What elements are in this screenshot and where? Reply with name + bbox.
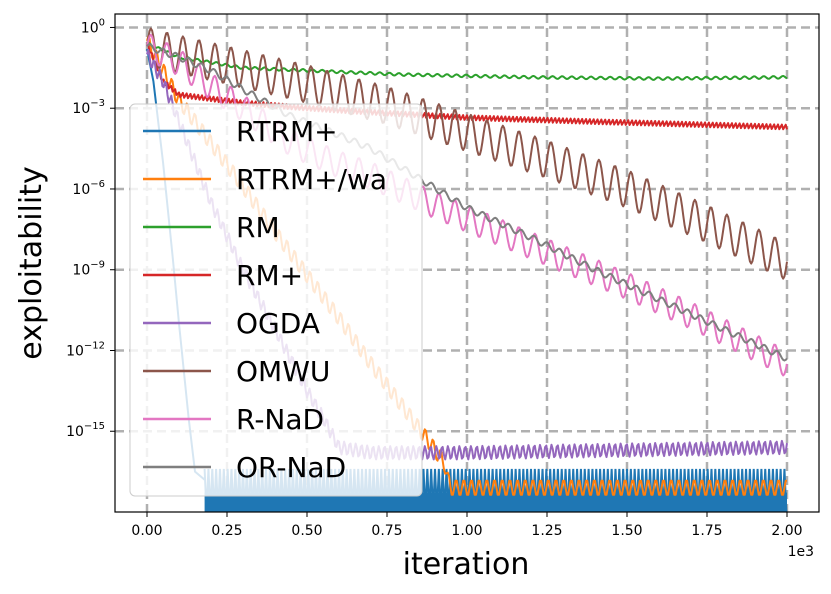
y-tick-label: 10−9 [72,260,105,279]
y-tick-label: 10−6 [72,179,105,198]
legend-label: RM [236,211,280,244]
x-axis: 0.00 0.25 0.50 0.75 1.00 1.25 1.50 1.75 2.00 [131,512,803,539]
y-axis-title: exploitability [14,166,49,359]
x-tick-label: 0.50 [291,523,322,539]
x-tick-label: 1.75 [691,523,722,539]
series-line-OMWU [146,27,788,280]
y-tick-label: 100 [81,17,105,36]
x-tick-label: 1.50 [611,523,642,539]
legend-label: OGDA [236,307,320,340]
x-tick-label: 2.00 [771,523,802,539]
x-scale-label: 1e3 [788,544,814,560]
x-axis-title: iteration [403,547,530,582]
legend-label: RM+ [236,259,303,292]
x-tick-label: 1.25 [531,523,562,539]
series-line-OR-NaD [146,43,788,362]
legend-label: OR-NaD [236,451,346,484]
legend-label: R-NaD [236,403,324,436]
x-tick-label: 0.00 [131,523,162,539]
legend: RTRM+ RTRM+/wa RM RM+ OGDA OMWU R-NaD OR-NaD [129,103,423,497]
legend-box [129,103,423,497]
legend-label: RTRM+ [236,115,338,148]
y-tick-label: 10−15 [66,421,105,440]
x-tick-label: 1.00 [451,523,482,539]
legend-label: RTRM+/wa [236,163,387,196]
y-axis: 100 10−3 10−6 10−9 10−12 10−15 [66,17,115,440]
legend-label: OMWU [236,355,330,388]
x-tick-label: 0.75 [371,523,402,539]
series-line-RM [146,42,788,81]
y-tick-label: 10−12 [66,340,105,359]
y-tick-label: 10−3 [72,98,105,117]
series-band-fill-RTRM+ [204,492,788,512]
x-tick-label: 0.25 [211,523,242,539]
